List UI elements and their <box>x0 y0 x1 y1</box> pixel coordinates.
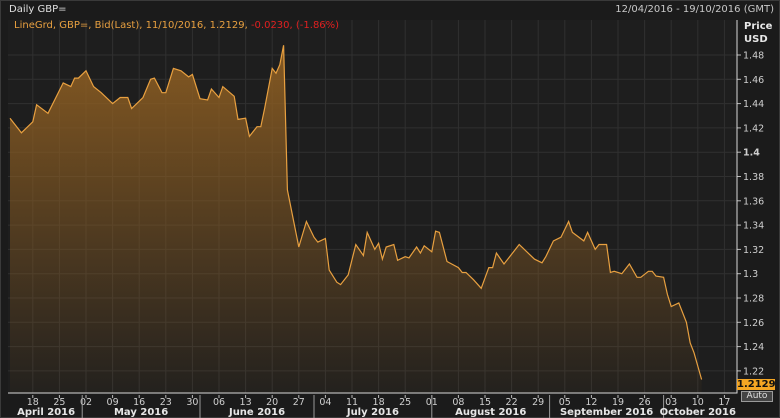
x-tick-label: 15 <box>479 397 491 408</box>
x-tick-label: 12 <box>585 397 597 408</box>
axes: 1.48 1.46 1.44 1.42 1.4 1.38 1.36 1.34 1.32 1.3 1.… <box>8 20 764 418</box>
x-tick-label: 27 <box>293 397 305 408</box>
axis-frame <box>8 20 738 394</box>
y-tick-label: 1.46 <box>743 75 764 86</box>
price-area-fill <box>10 45 702 394</box>
x-tick-label: 09 <box>107 397 119 408</box>
chart-title: Daily GBP= <box>9 4 67 15</box>
x-tick-label: 25 <box>399 397 411 408</box>
x-tick-label: 20 <box>266 397 278 408</box>
currency-label: USD <box>744 34 768 45</box>
y-tick-label: 1.44 <box>743 99 764 110</box>
x-tick-label: 18 <box>373 397 385 408</box>
y-tick-label: 1.36 <box>743 196 764 207</box>
y-tick-label: 1.32 <box>743 245 764 256</box>
month-label: April 2016 <box>17 407 75 418</box>
y-tick-label: 1.28 <box>743 294 764 305</box>
x-tick-label: 16 <box>133 397 145 408</box>
month-label: August 2016 <box>455 407 526 418</box>
auto-scale-button[interactable]: Auto <box>741 391 773 402</box>
x-tick-label: 13 <box>240 397 252 408</box>
x-tick-label: 29 <box>532 397 544 408</box>
x-tick-label: 06 <box>213 397 225 408</box>
price-label: Price <box>744 21 773 32</box>
y-tick-label: 1.3 <box>743 269 758 280</box>
x-tick-label: 08 <box>452 397 464 408</box>
y-tick-label: 1.24 <box>743 342 764 353</box>
y-tick-label: 1.22 <box>743 366 764 377</box>
month-label: May 2016 <box>114 407 168 418</box>
x-tick-label: 25 <box>53 397 65 408</box>
y-tick-label: 1.42 <box>743 123 764 134</box>
x-tick-label: 22 <box>506 397 518 408</box>
y-tick-label: 1.38 <box>743 172 764 183</box>
x-tick-label: 04 <box>319 397 331 408</box>
legend-text: LineGrd, GBP=, Bid(Last), 11/10/2016, 1.… <box>14 20 251 31</box>
month-label: September 2016 <box>560 407 653 418</box>
x-tick-label: 30 <box>186 397 198 408</box>
x-tick-label: 26 <box>639 397 651 408</box>
x-tick-label: 03 <box>665 397 677 408</box>
y-tick-label: 1.26 <box>743 318 764 329</box>
x-tick-label: 11 <box>346 397 358 408</box>
x-tick-label: 18 <box>27 397 39 408</box>
y-tick-label: 1.48 <box>743 51 764 62</box>
y-tick-label: 1.4 <box>743 148 760 159</box>
month-label: June 2016 <box>228 407 285 418</box>
x-tick-label: 23 <box>160 397 172 408</box>
y-tick-label: 1.34 <box>743 221 764 232</box>
x-tick-label: 17 <box>718 397 730 408</box>
legend-change: -0.0230, (-1.86%) <box>250 20 340 31</box>
price-line <box>9 45 703 380</box>
last-value-marker: 1.2129 <box>737 379 776 390</box>
x-tick-label: 02 <box>80 397 92 408</box>
month-label: October 2016 <box>660 407 736 418</box>
date-range: 12/04/2016 - 19/10/2016 (GMT) <box>615 4 774 15</box>
x-tick-label: 19 <box>612 397 624 408</box>
x-tick-label: 10 <box>692 397 704 408</box>
x-tick-label: 05 <box>559 397 571 408</box>
price-axis-title: Price USD <box>744 20 772 46</box>
month-label: July 2016 <box>346 407 399 418</box>
series-legend: LineGrd, GBP=, Bid(Last), 11/10/2016, 1.… <box>14 20 339 31</box>
